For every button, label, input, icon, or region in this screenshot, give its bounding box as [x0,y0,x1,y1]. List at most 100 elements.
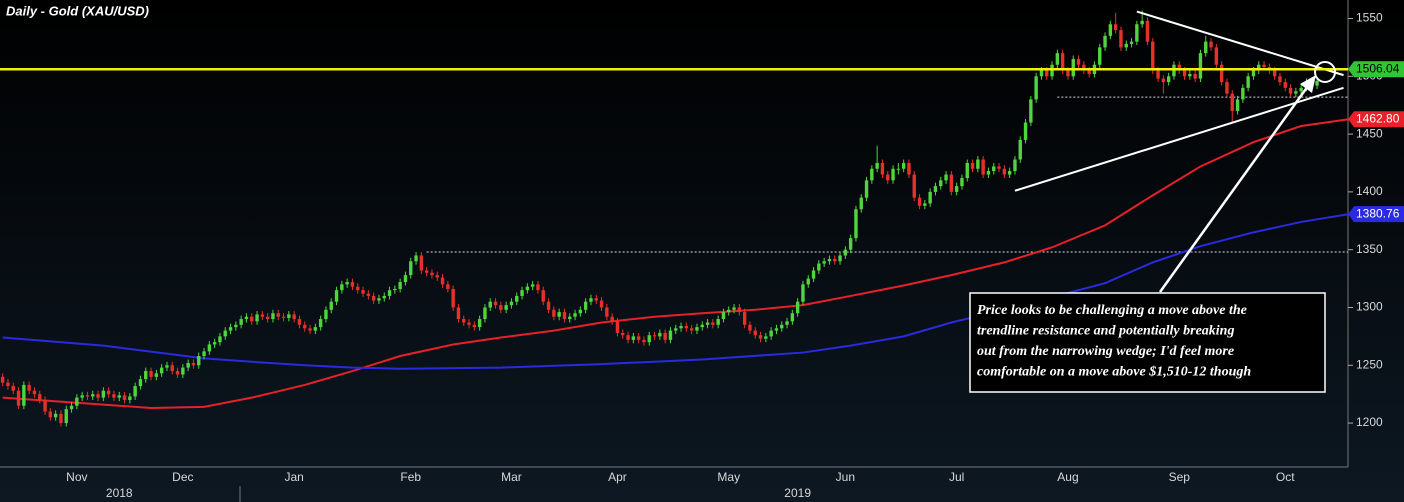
candle-body [112,394,116,398]
candle-body [880,162,885,175]
moving-average [2,213,1350,370]
candle-body [106,390,111,395]
candle-body [329,301,333,310]
price-tag-label: 1506.04 [1356,61,1400,75]
x-tick-label: Jun [836,470,855,484]
candle-body [499,305,503,310]
candle-body [663,332,667,340]
candle-body [520,290,524,296]
candle-body [711,322,715,325]
candle-body [1272,70,1277,77]
candle-body [1177,64,1181,71]
candle-body [636,336,641,340]
candle-body [509,301,514,306]
candle-body [1071,58,1075,77]
candle-body [181,367,185,375]
candle-body [515,295,519,302]
candle-body [817,263,821,271]
candle-body [1182,70,1187,77]
candle-body [398,282,402,289]
x-tick-label: Jan [284,470,303,484]
candle-body [933,186,938,192]
x-tick-label: Oct [1276,470,1295,484]
candle-body [424,270,429,273]
trendline [1136,10,1344,77]
annotation-box [969,292,1326,393]
candle-body [790,313,795,322]
candle-body [32,390,37,395]
candle-body [318,319,323,328]
candle-body [965,162,969,179]
arrow-head [1300,75,1316,93]
candle-body [705,322,710,325]
candle-body [138,379,143,387]
candle-body [716,319,720,325]
highlight-circle [1314,61,1336,83]
candle-body [917,197,922,206]
candle-body [197,356,201,366]
price-tag [1348,111,1404,128]
candle-body [144,371,148,380]
candle-body [1082,64,1086,71]
candle-body [642,339,646,343]
candle-body [313,327,318,331]
candle-body [440,277,445,285]
candle-body [1219,64,1224,83]
candle-body [1018,139,1022,160]
candle-body [239,319,243,325]
candle-body [1156,70,1160,79]
candle-body [583,301,588,310]
candle-body [1039,70,1044,77]
candle-body [1188,73,1192,77]
x-tick-label: Apr [608,470,627,484]
candle-body [228,327,233,331]
candle-body [271,313,275,320]
candle-body [854,209,858,239]
candle-body [1129,41,1134,44]
candle-body [276,313,280,317]
candle-body [589,298,593,302]
candle-body [1235,99,1240,111]
candle-body [85,395,90,397]
candle-body [949,174,954,192]
candle-body [605,307,609,317]
moving-average [2,118,1349,410]
candle-body [154,373,159,377]
candle-body [80,395,84,398]
x-tick-label: Dec [172,470,193,484]
y-tick-label: 1350 [1356,242,1383,256]
candle-body [795,301,800,314]
candle-body [652,335,657,337]
candle-body [165,365,169,368]
x-tick-label: Feb [400,470,421,484]
candle-body [260,314,265,317]
price-tag-label: 1462.80 [1356,111,1400,125]
y-tick-label: 1250 [1356,357,1383,371]
candle-body [244,316,249,320]
candle-body [833,258,837,262]
candle-body [202,351,206,357]
candle-body [748,324,752,331]
candle-body [615,321,620,333]
candle-body [345,282,349,285]
candle-body [907,162,911,175]
candle-body [870,168,874,181]
candle-body [960,178,964,187]
candle-body [1108,24,1113,36]
candle-body [668,330,673,340]
candle-body [891,168,895,181]
candle-body [393,288,397,291]
candle-body [22,384,26,406]
candle-body [1023,122,1028,140]
candle-body [541,290,545,302]
candle-body [997,166,1001,169]
candle-body [234,324,238,328]
candle-body [377,298,381,301]
candle-body [843,249,848,256]
candle-body [562,312,567,320]
candle-body [1193,73,1197,79]
candle-body [1103,35,1107,48]
candle-body [101,390,106,398]
